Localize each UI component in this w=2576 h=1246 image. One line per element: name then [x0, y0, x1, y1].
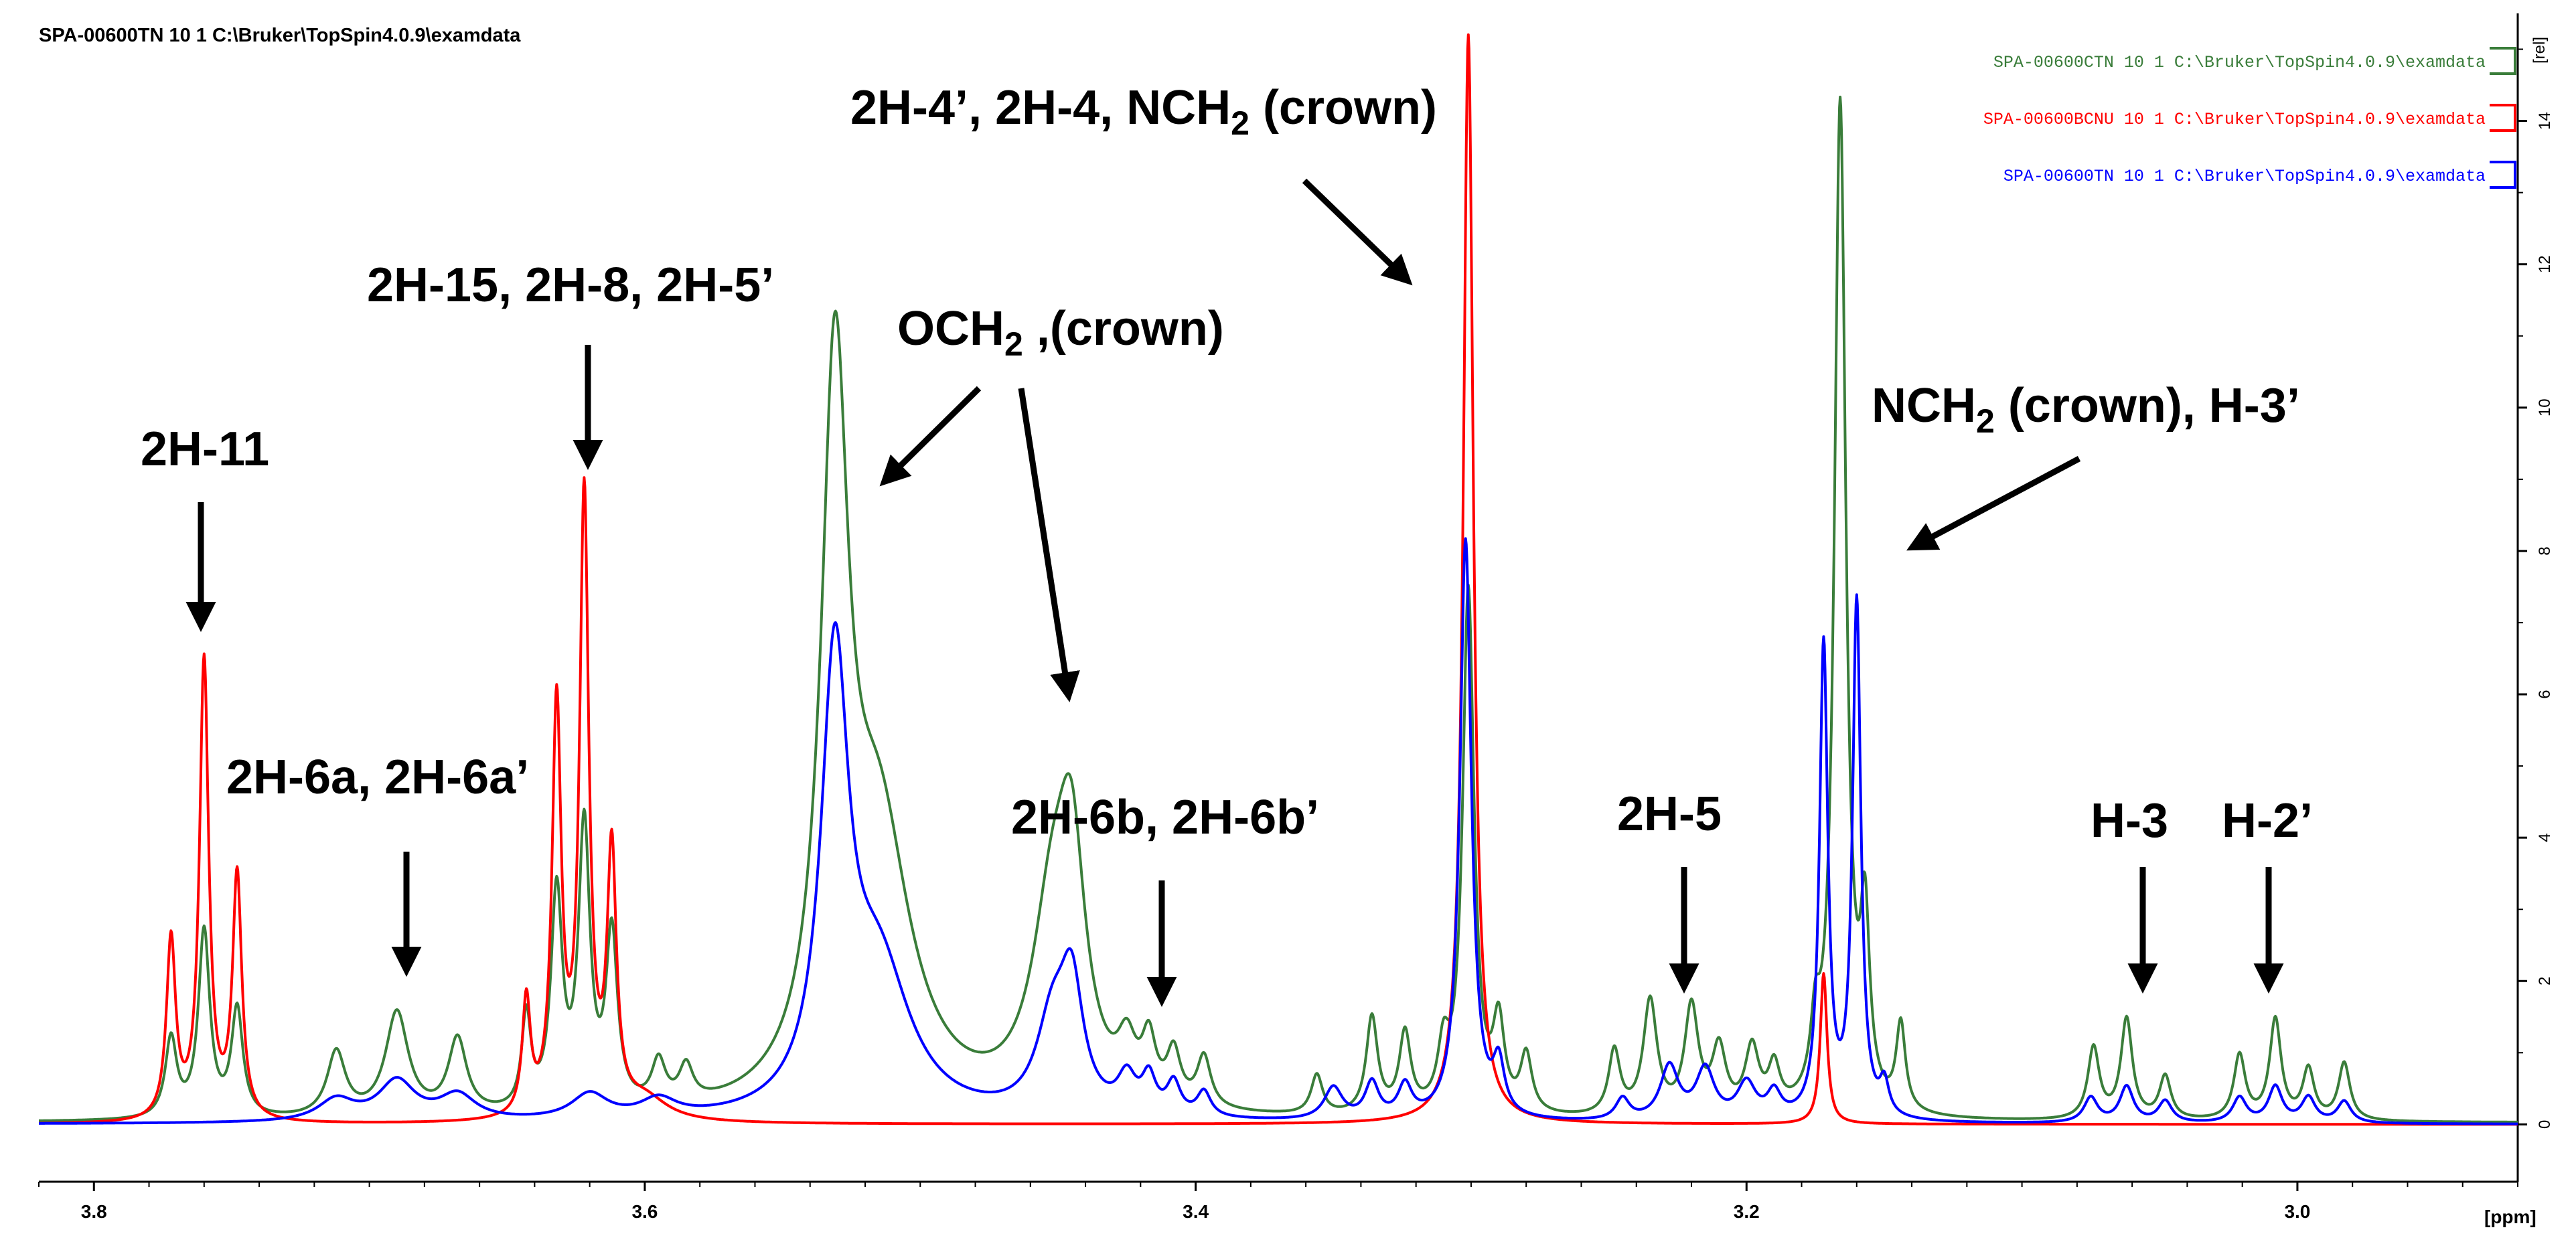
y-axis: 0 2 4 6 8 10 12 14	[2518, 48, 2554, 1129]
y-tick-label: 2	[2536, 977, 2554, 986]
y-tick-label: 8	[2536, 546, 2554, 555]
spectrum-line-2	[38, 537, 2518, 1125]
legend: SPA-00600CTN 10 1 C:\Bruker\TopSpin4.0.9…	[1983, 47, 2516, 189]
ann-h-2p: H-2’	[2222, 794, 2313, 994]
y-tick-label: 4	[2536, 833, 2554, 842]
ann-2h-5-label: 2H-5	[1617, 787, 1722, 841]
y-tick-label: 10	[2536, 398, 2554, 416]
spectrum-line-1	[38, 33, 2518, 1126]
ann-2h-11-label: 2H-11	[141, 422, 269, 476]
legend-swatch-0	[2490, 47, 2516, 75]
ann-och2: OCH2 ,(crown)	[879, 302, 1224, 702]
x-axis: 3.8 3.6 3.4 3.2 3.0	[38, 1182, 2518, 1222]
spectrum-line-0	[38, 95, 2518, 1123]
ann-2h-4-label: 2H-4’, 2H-4, NCH2 (crown)	[850, 81, 1437, 142]
annotations: 2H-11 2H-6a, 2H-6a’ 2H-15, 2H-8, 2H-5’ OCH2…	[141, 81, 2313, 1007]
dataset-label: SPA-00600TN 10 1 C:\Bruker\TopSpin4.0.9\…	[39, 25, 521, 46]
ann-och2-label: OCH2 ,(crown)	[897, 302, 1224, 363]
x-tick-label: 3.6	[631, 1201, 658, 1222]
ann-2h-6b-label: 2H-6b, 2H-6b’	[1011, 791, 1319, 844]
ann-2h-6a-label: 2H-6a, 2H-6a’	[226, 751, 529, 804]
x-tick-label: 3.4	[1183, 1201, 1209, 1222]
y-tick-label: 12	[2536, 255, 2554, 273]
x-axis-label: [ppm]	[2484, 1206, 2536, 1227]
ann-2h-11: 2H-11	[141, 422, 269, 632]
legend-swatch-2	[2490, 161, 2516, 189]
ann-2h-6b: 2H-6b, 2H-6b’	[1011, 791, 1319, 1007]
x-tick-label: 3.8	[81, 1201, 107, 1222]
x-tick-label: 3.2	[1734, 1201, 1760, 1222]
ann-2h-5: 2H-5	[1617, 787, 1722, 994]
ann-2h-4-arrow	[1302, 178, 1413, 286]
y-tick-label: 14	[2536, 112, 2554, 130]
x-tick-label: 3.0	[2284, 1201, 2310, 1222]
ann-och2-arrow	[879, 386, 982, 487]
ann-nch2-label: NCH2 (crown), H-3’	[1872, 379, 2300, 440]
ann-2h-15: 2H-15, 2H-8, 2H-5’	[367, 258, 774, 470]
ann-2h-4: 2H-4’, 2H-4, NCH2 (crown)	[850, 81, 1437, 286]
ann-h-3: H-3	[2091, 794, 2168, 994]
legend-entry-1: SPA-00600BCNU 10 1 C:\Bruker\TopSpin4.0.…	[1983, 110, 2486, 129]
y-axis-label: [rel]	[2530, 37, 2549, 64]
ann-h-2p-label: H-2’	[2222, 794, 2313, 848]
spectra	[38, 33, 2518, 1126]
ann-och2-arrow	[1018, 388, 1080, 702]
ann-2h-15-label: 2H-15, 2H-8, 2H-5’	[367, 258, 774, 312]
y-tick-label: 0	[2536, 1120, 2554, 1129]
plot-frame	[39, 13, 2519, 1183]
ann-nch2: NCH2 (crown), H-3’	[1872, 379, 2300, 551]
legend-entry-0: SPA-00600CTN 10 1 C:\Bruker\TopSpin4.0.9…	[1993, 53, 2486, 72]
y-tick-label: 6	[2536, 690, 2554, 698]
legend-swatch-1	[2490, 104, 2516, 132]
ann-nch2-arrow	[1906, 456, 2081, 551]
legend-entry-2: SPA-00600TN 10 1 C:\Bruker\TopSpin4.0.9\…	[2003, 167, 2486, 186]
ann-2h-6a: 2H-6a, 2H-6a’	[226, 751, 529, 977]
ann-h-3-label: H-3	[2091, 794, 2168, 848]
